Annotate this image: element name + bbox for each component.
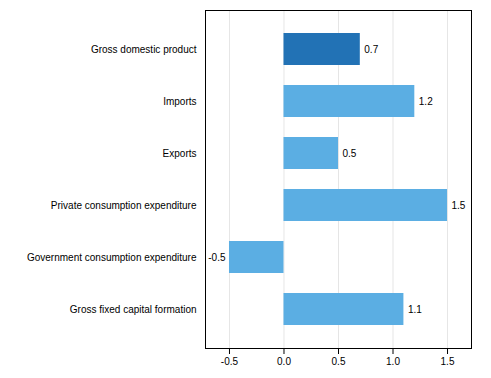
svg-text:1.0: 1.0 bbox=[386, 356, 400, 367]
svg-text:Exports: Exports bbox=[163, 148, 197, 159]
svg-text:Private consumption expenditur: Private consumption expenditure bbox=[51, 200, 197, 211]
svg-text:Imports: Imports bbox=[163, 96, 196, 107]
svg-text:Gross domestic product: Gross domestic product bbox=[91, 44, 197, 55]
svg-text:-0.5: -0.5 bbox=[221, 356, 239, 367]
svg-text:0.7: 0.7 bbox=[364, 44, 378, 55]
svg-text:Government consumption expendi: Government consumption expenditure bbox=[27, 252, 197, 263]
svg-text:0.5: 0.5 bbox=[332, 356, 346, 367]
svg-text:0.0: 0.0 bbox=[277, 356, 291, 367]
svg-text:Gross fixed capital formation: Gross fixed capital formation bbox=[70, 304, 197, 315]
svg-text:-0.5: -0.5 bbox=[208, 252, 226, 263]
svg-text:0.5: 0.5 bbox=[343, 148, 357, 159]
svg-text:1.5: 1.5 bbox=[452, 200, 466, 211]
svg-text:1.2: 1.2 bbox=[419, 96, 433, 107]
svg-text:1.5: 1.5 bbox=[441, 356, 455, 367]
svg-text:1.1: 1.1 bbox=[408, 304, 422, 315]
